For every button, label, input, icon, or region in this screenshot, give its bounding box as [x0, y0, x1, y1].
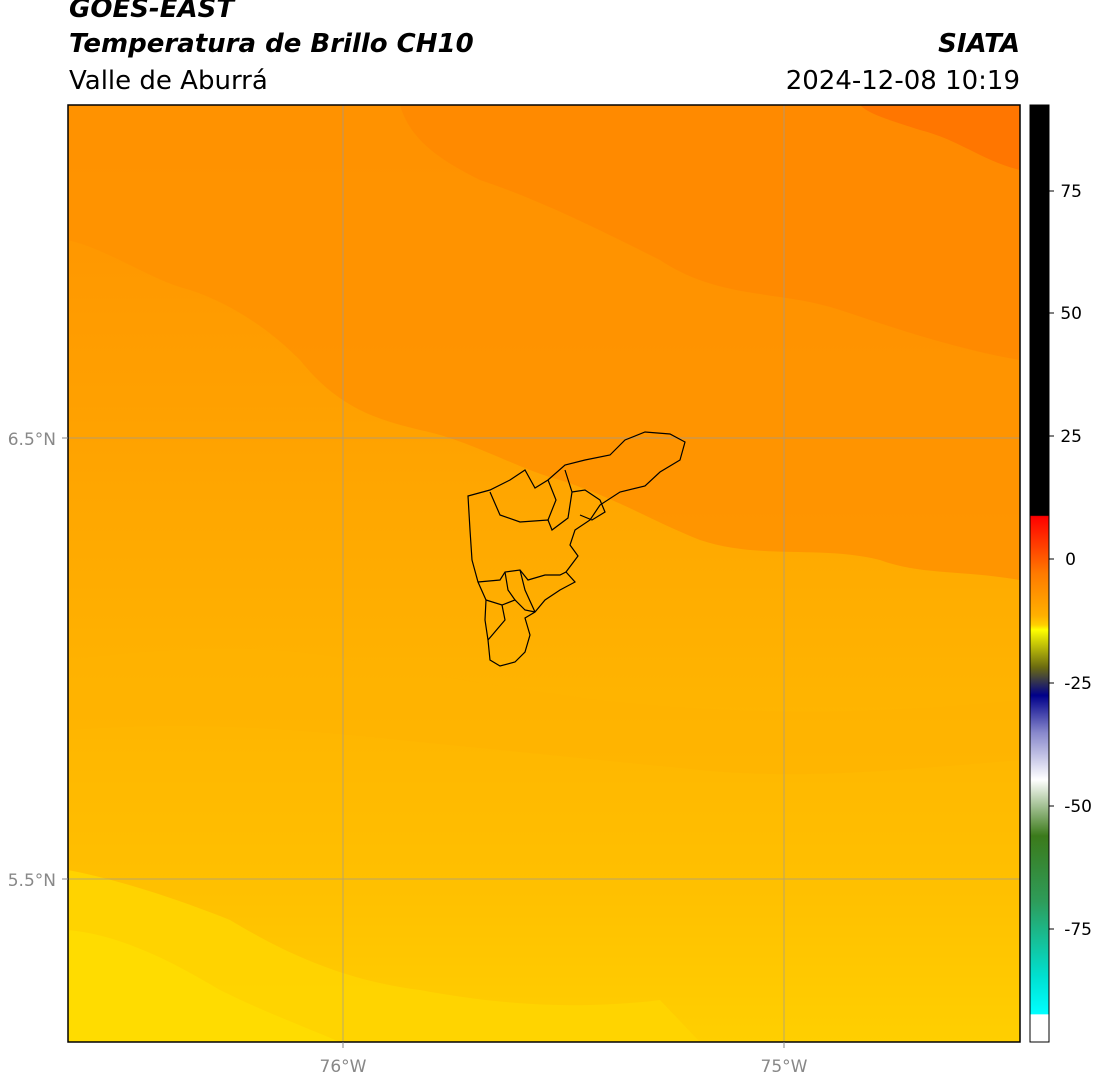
lat-label-5-5: 5.5°N — [8, 871, 56, 891]
municipality-boundaries — [467, 431, 686, 667]
lat-label-6-5: 6.5°N — [8, 430, 56, 450]
graticule — [68, 105, 1020, 1042]
lon-label-76w: 76°W — [320, 1057, 367, 1077]
colorbar-label: 75 — [1060, 182, 1082, 202]
temperature-field — [68, 105, 1020, 1042]
colorbar-label: 0 — [1065, 550, 1076, 570]
colorbar-label: 25 — [1060, 427, 1082, 447]
region-subtitle: Valle de Aburrá — [69, 66, 268, 96]
organization-label: SIATA — [938, 29, 1020, 59]
map-frame — [67, 104, 1021, 1043]
colorbar-label: -25 — [1064, 674, 1092, 694]
colorbar-ticks — [1049, 190, 1054, 930]
datetime-label: 2024-12-08 10:19 — [785, 66, 1020, 96]
colorbar-label: -50 — [1064, 797, 1092, 817]
lon-label-75w: 75°W — [761, 1057, 808, 1077]
colorbar: 75 50 25 0 -25 -50 -75 — [1029, 104, 1092, 1043]
product-title: Temperatura de Brillo CH10 — [69, 29, 474, 59]
satellite-title: GOES-EAST — [69, 0, 235, 24]
colorbar-label: 50 — [1060, 304, 1082, 324]
colorbar-label: -75 — [1064, 920, 1092, 940]
